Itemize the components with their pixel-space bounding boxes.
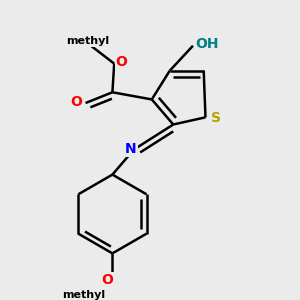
Text: O: O <box>101 273 113 287</box>
Text: OH: OH <box>195 37 218 51</box>
Text: S: S <box>211 111 220 125</box>
Text: O: O <box>116 55 127 69</box>
Text: O: O <box>71 95 82 109</box>
Text: N: N <box>125 142 137 156</box>
Text: methyl: methyl <box>62 290 105 300</box>
Text: methyl: methyl <box>66 36 109 46</box>
